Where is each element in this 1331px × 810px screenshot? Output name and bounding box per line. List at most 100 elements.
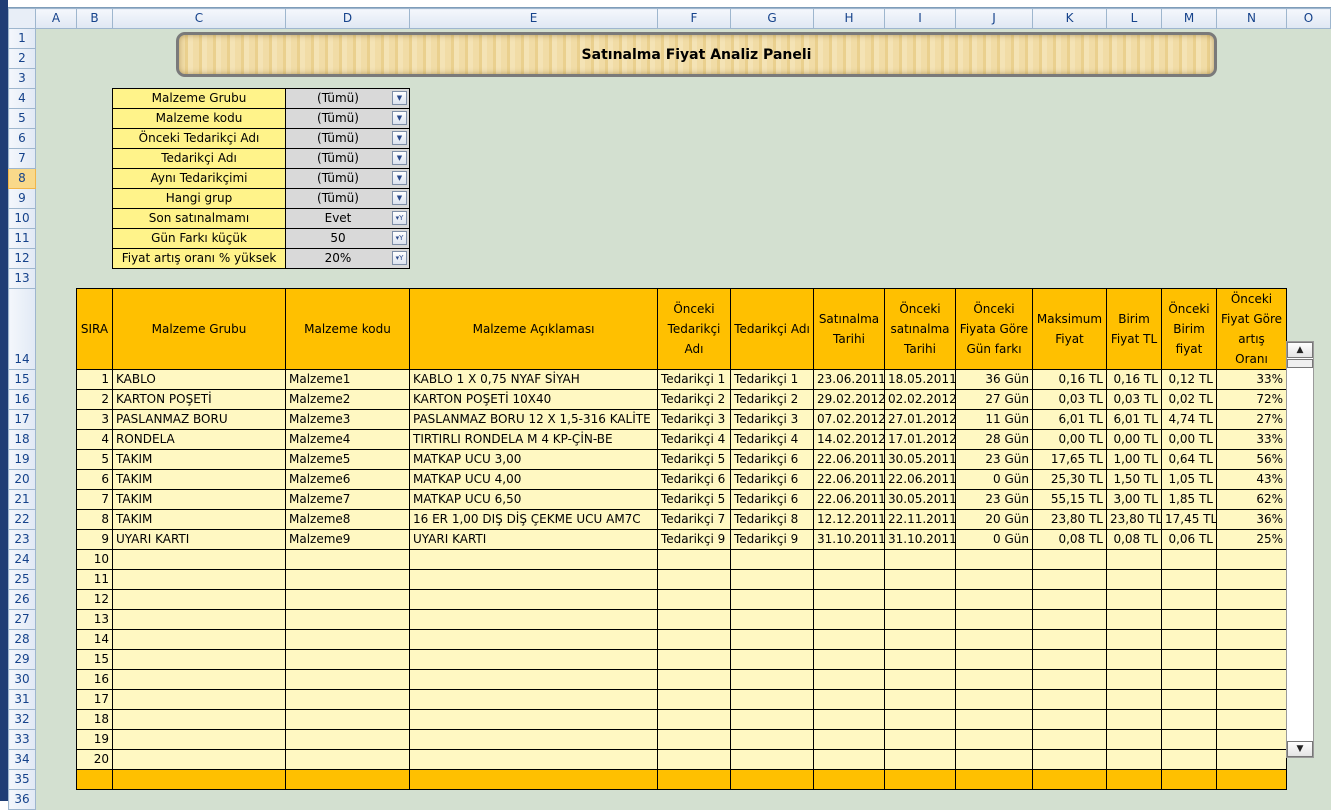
- cell-M5[interactable]: [1162, 109, 1217, 129]
- filter-value-dropdown[interactable]: (Tümü) ▼: [285, 128, 410, 149]
- table-cell[interactable]: [730, 569, 814, 590]
- table-cell[interactable]: RONDELA: [112, 429, 286, 450]
- table-cell[interactable]: Malzeme3: [285, 409, 410, 430]
- table-cell[interactable]: [1161, 729, 1217, 750]
- table-cell[interactable]: [1032, 669, 1107, 690]
- table-header-cell[interactable]: Malzeme kodu: [285, 288, 410, 370]
- table-header-cell[interactable]: Tedarikçi Adı: [730, 288, 814, 370]
- cell-A24[interactable]: [36, 550, 77, 570]
- table-cell[interactable]: TAKIM: [112, 449, 286, 470]
- table-cell[interactable]: [1106, 749, 1162, 770]
- table-cell[interactable]: [730, 729, 814, 750]
- cell-M12[interactable]: [1162, 249, 1217, 269]
- table-cell[interactable]: [1216, 569, 1287, 590]
- table-cell[interactable]: [1106, 689, 1162, 710]
- table-cell[interactable]: [813, 609, 885, 630]
- row-header-20[interactable]: 20: [8, 469, 36, 490]
- cell-A16[interactable]: [36, 390, 77, 410]
- table-cell[interactable]: [112, 549, 286, 570]
- cell-I10[interactable]: [885, 209, 956, 229]
- cell-O3[interactable]: [1287, 69, 1331, 89]
- cell-L5[interactable]: [1107, 109, 1162, 129]
- table-cell[interactable]: [813, 749, 885, 770]
- table-cell[interactable]: [1032, 569, 1107, 590]
- table-footer-cell[interactable]: [76, 769, 113, 790]
- cell-G11[interactable]: [731, 229, 814, 249]
- table-cell[interactable]: [112, 709, 286, 730]
- table-cell[interactable]: 23 Gün: [955, 449, 1033, 470]
- cell-L13[interactable]: [1107, 269, 1162, 289]
- dropdown-arrow-icon[interactable]: ▼: [392, 111, 407, 125]
- table-cell[interactable]: Malzeme7: [285, 489, 410, 510]
- table-cell[interactable]: [884, 749, 956, 770]
- table-cell[interactable]: [955, 749, 1033, 770]
- cell-E12[interactable]: [410, 249, 658, 269]
- cell-I7[interactable]: [885, 149, 956, 169]
- cell-F13[interactable]: [658, 269, 731, 289]
- cell-N6[interactable]: [1217, 129, 1287, 149]
- table-cell[interactable]: [813, 669, 885, 690]
- dropdown-arrow-icon[interactable]: ▼: [392, 171, 407, 185]
- filter-value-dropdown[interactable]: 20% ▾Y: [285, 248, 410, 269]
- table-cell[interactable]: Tedarikçi 6: [730, 469, 814, 490]
- table-cell[interactable]: 15: [76, 649, 113, 670]
- table-cell[interactable]: [1161, 569, 1217, 590]
- row-header-36[interactable]: 36: [8, 789, 36, 810]
- cell-M10[interactable]: [1162, 209, 1217, 229]
- table-cell[interactable]: 3,00 TL: [1106, 489, 1162, 510]
- table-cell[interactable]: [813, 709, 885, 730]
- table-cell[interactable]: 3: [76, 409, 113, 430]
- table-cell[interactable]: [409, 609, 658, 630]
- table-cell[interactable]: [657, 749, 731, 770]
- row-header-2[interactable]: 2: [8, 48, 36, 69]
- table-cell[interactable]: [285, 749, 410, 770]
- table-cell[interactable]: 0,03 TL: [1106, 389, 1162, 410]
- table-cell[interactable]: UYARI KARTI: [112, 529, 286, 550]
- table-cell[interactable]: [1106, 669, 1162, 690]
- column-header-I[interactable]: I: [884, 8, 956, 29]
- row-header-11[interactable]: 11: [8, 228, 36, 249]
- table-footer-cell[interactable]: [409, 769, 658, 790]
- table-cell[interactable]: [730, 689, 814, 710]
- table-cell[interactable]: PASLANMAZ BORU: [112, 409, 286, 430]
- row-header-22[interactable]: 22: [8, 509, 36, 530]
- cell-O10[interactable]: [1287, 209, 1331, 229]
- table-cell[interactable]: [884, 609, 956, 630]
- cell-A17[interactable]: [36, 410, 77, 430]
- table-cell[interactable]: 31.10.2011: [813, 529, 885, 550]
- table-cell[interactable]: 17.01.2012: [884, 429, 956, 450]
- cell-I11[interactable]: [885, 229, 956, 249]
- cell-G5[interactable]: [731, 109, 814, 129]
- table-cell[interactable]: [730, 749, 814, 770]
- table-cell[interactable]: Tedarikçi 9: [657, 529, 731, 550]
- table-cell[interactable]: 0 Gün: [955, 529, 1033, 550]
- table-cell[interactable]: 07.02.2012: [813, 409, 885, 430]
- dropdown-arrow-icon[interactable]: ▼: [392, 191, 407, 205]
- table-cell[interactable]: [409, 669, 658, 690]
- cell-O36[interactable]: [1287, 790, 1331, 810]
- table-cell[interactable]: [1106, 709, 1162, 730]
- table-cell[interactable]: 22.11.2011: [884, 509, 956, 530]
- table-cell[interactable]: [1216, 729, 1287, 750]
- table-cell[interactable]: 0,08 TL: [1032, 529, 1107, 550]
- table-cell[interactable]: Tedarikçi 2: [730, 389, 814, 410]
- row-header-6[interactable]: 6: [8, 128, 36, 149]
- cell-G12[interactable]: [731, 249, 814, 269]
- table-cell[interactable]: 6,01 TL: [1032, 409, 1107, 430]
- cell-I9[interactable]: [885, 189, 956, 209]
- table-cell[interactable]: [657, 549, 731, 570]
- table-cell[interactable]: 27%: [1216, 409, 1287, 430]
- cell-M11[interactable]: [1162, 229, 1217, 249]
- table-cell[interactable]: 0,64 TL: [1161, 449, 1217, 470]
- cell-B36[interactable]: [77, 790, 113, 810]
- table-cell[interactable]: [884, 549, 956, 570]
- table-cell[interactable]: [285, 709, 410, 730]
- table-cell[interactable]: 22.06.2011: [884, 469, 956, 490]
- table-cell[interactable]: 0,00 TL: [1161, 429, 1217, 450]
- cell-L6[interactable]: [1107, 129, 1162, 149]
- row-header-27[interactable]: 27: [8, 609, 36, 630]
- row-header-9[interactable]: 9: [8, 188, 36, 209]
- cell-E4[interactable]: [410, 89, 658, 109]
- table-footer-cell[interactable]: [112, 769, 286, 790]
- table-header-cell[interactable]: Önceki satınalma Tarihi: [884, 288, 956, 370]
